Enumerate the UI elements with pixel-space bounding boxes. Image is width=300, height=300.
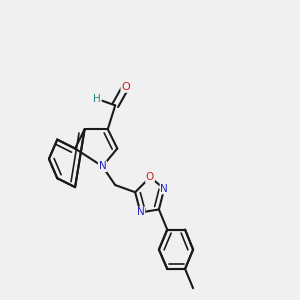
Text: N: N [160,184,168,194]
Text: O: O [121,82,130,92]
Text: H: H [93,94,101,104]
Text: N: N [99,161,106,171]
Text: N: N [136,207,144,218]
Text: O: O [146,172,154,182]
